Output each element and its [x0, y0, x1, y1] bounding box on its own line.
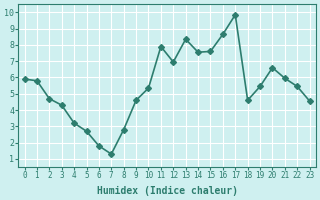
X-axis label: Humidex (Indice chaleur): Humidex (Indice chaleur) — [97, 186, 237, 196]
